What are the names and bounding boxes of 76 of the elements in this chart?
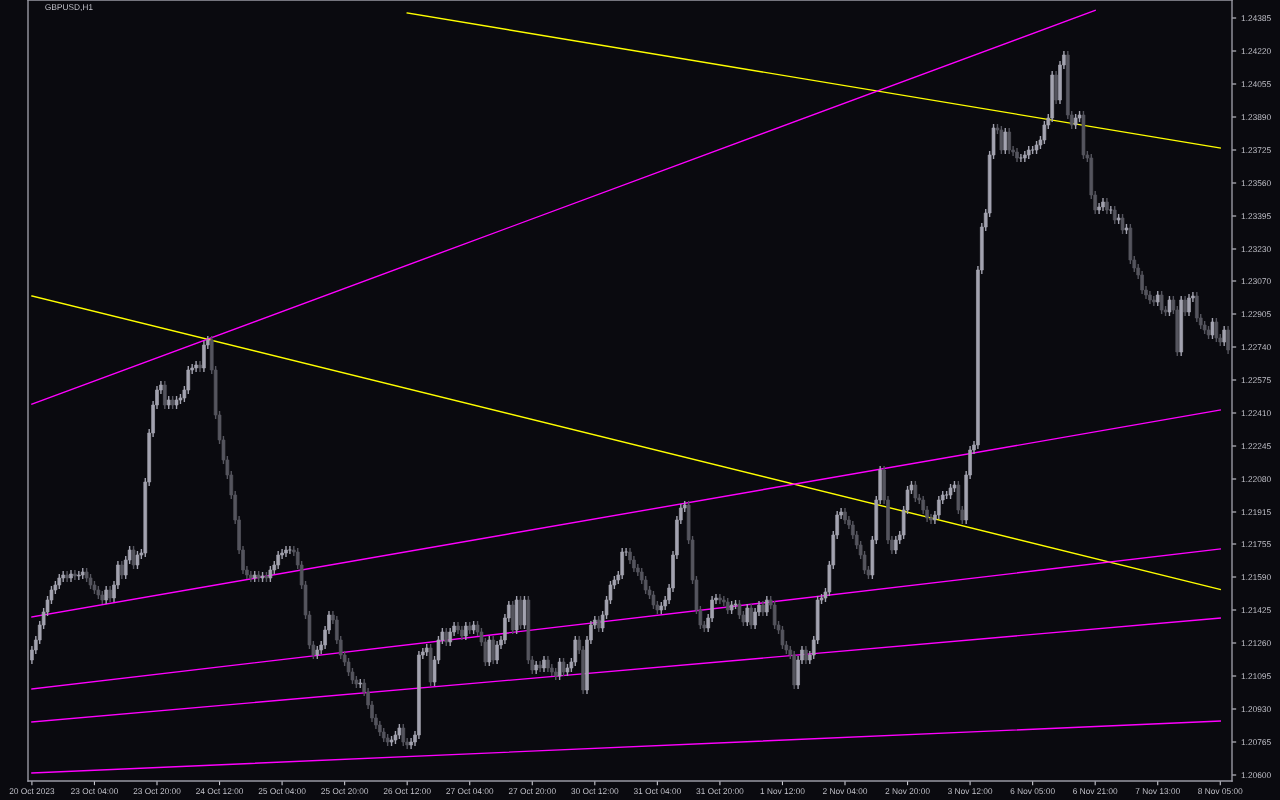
candlestick — [1120, 213, 1125, 235]
candlestick — [765, 595, 769, 617]
x-tick-label: 3 Nov 12:00 — [947, 788, 993, 795]
y-tick-label: 1.23890 — [1241, 114, 1271, 121]
y-tick-label: 1.24055 — [1241, 81, 1271, 88]
candlestick — [202, 340, 206, 373]
y-tick-label: 1.22410 — [1241, 410, 1271, 417]
x-tick-label: 25 Oct 20:00 — [321, 788, 369, 795]
x-tick-label: 6 Nov 05:00 — [1010, 788, 1055, 795]
candlestick — [1226, 325, 1230, 355]
x-tick-label: 7 Nov 13:00 — [1135, 788, 1180, 795]
candlestick — [1187, 293, 1191, 317]
candlestick — [1007, 127, 1011, 155]
x-tick-label: 2 Nov 04:00 — [822, 788, 868, 795]
candlestick — [163, 380, 167, 410]
x-tick-label: 23 Oct 20:00 — [133, 788, 181, 795]
y-tick-label: 1.23070 — [1241, 278, 1271, 285]
x-tick-label: 31 Oct 04:00 — [633, 788, 681, 795]
y-tick-label: 1.22740 — [1241, 344, 1271, 351]
y-tick-label: 1.22905 — [1241, 311, 1271, 318]
candlestick — [288, 545, 292, 555]
candlestick — [1112, 205, 1117, 225]
y-tick-label: 1.20765 — [1241, 739, 1271, 746]
candlestick — [1183, 295, 1187, 317]
candlestick — [401, 723, 406, 747]
y-tick-label: 1.24385 — [1241, 15, 1271, 22]
y-tick-label: 1.22245 — [1241, 443, 1271, 450]
candlestick — [772, 600, 777, 630]
x-tick-label: 31 Oct 20:00 — [696, 788, 744, 795]
y-tick-label: 1.21425 — [1241, 607, 1271, 614]
y-tick-label: 1.22080 — [1241, 476, 1271, 483]
candlestick — [999, 125, 1004, 155]
candlestick — [620, 547, 624, 580]
y-tick-label: 1.23725 — [1241, 147, 1271, 154]
y-tick-label: 1.22575 — [1241, 377, 1271, 384]
y-tick-label: 1.23230 — [1241, 246, 1271, 253]
candlestick — [491, 635, 495, 665]
candlestick — [1214, 317, 1219, 343]
candlestick — [749, 603, 753, 630]
x-tick-label: 27 Oct 04:00 — [446, 788, 494, 795]
x-tick-label: 27 Oct 20:00 — [508, 788, 556, 795]
y-tick-label: 1.21755 — [1241, 541, 1271, 548]
candlestick — [77, 570, 81, 581]
y-tick-label: 1.20930 — [1241, 706, 1271, 713]
chart-title: GBPUSD,H1 — [45, 4, 93, 12]
x-tick-label: 26 Oct 12:00 — [383, 788, 431, 795]
x-tick-label: 8 Nov 05:00 — [1198, 788, 1243, 795]
y-tick-label: 1.20600 — [1241, 772, 1271, 779]
x-tick-label: 2 Nov 20:00 — [885, 788, 930, 795]
candlestick — [1210, 317, 1215, 340]
y-tick-label: 1.23560 — [1241, 180, 1271, 187]
y-tick-label: 1.21260 — [1241, 640, 1271, 647]
x-tick-label: 20 Oct 2023 — [9, 788, 55, 795]
candlestick — [937, 495, 941, 520]
y-tick-label: 1.21095 — [1241, 673, 1271, 680]
y-tick-label: 1.21590 — [1241, 574, 1271, 581]
x-tick-label: 30 Oct 12:00 — [571, 788, 619, 795]
candlestick — [745, 603, 750, 627]
x-tick-label: 25 Oct 04:00 — [258, 788, 306, 795]
candlestick — [1042, 120, 1047, 145]
candlestick — [1003, 127, 1008, 155]
candlestick — [1167, 295, 1172, 317]
y-tick-label: 1.23395 — [1241, 213, 1271, 220]
y-tick-label: 1.21915 — [1241, 509, 1271, 516]
x-tick-label: 23 Oct 04:00 — [71, 788, 118, 795]
candlestick — [131, 545, 136, 570]
x-tick-label: 6 Nov 21:00 — [1073, 788, 1118, 795]
y-tick-label: 1.24220 — [1241, 48, 1271, 55]
candlestick — [495, 640, 499, 665]
candlestick — [1222, 325, 1226, 347]
x-tick-label: 1 Nov 12:00 — [760, 788, 805, 795]
candlestick — [1019, 153, 1023, 163]
x-tick-label: 24 Oct 12:00 — [196, 788, 244, 795]
candlestick — [487, 635, 492, 667]
candlestick — [780, 625, 785, 650]
candlestick — [1109, 205, 1113, 215]
